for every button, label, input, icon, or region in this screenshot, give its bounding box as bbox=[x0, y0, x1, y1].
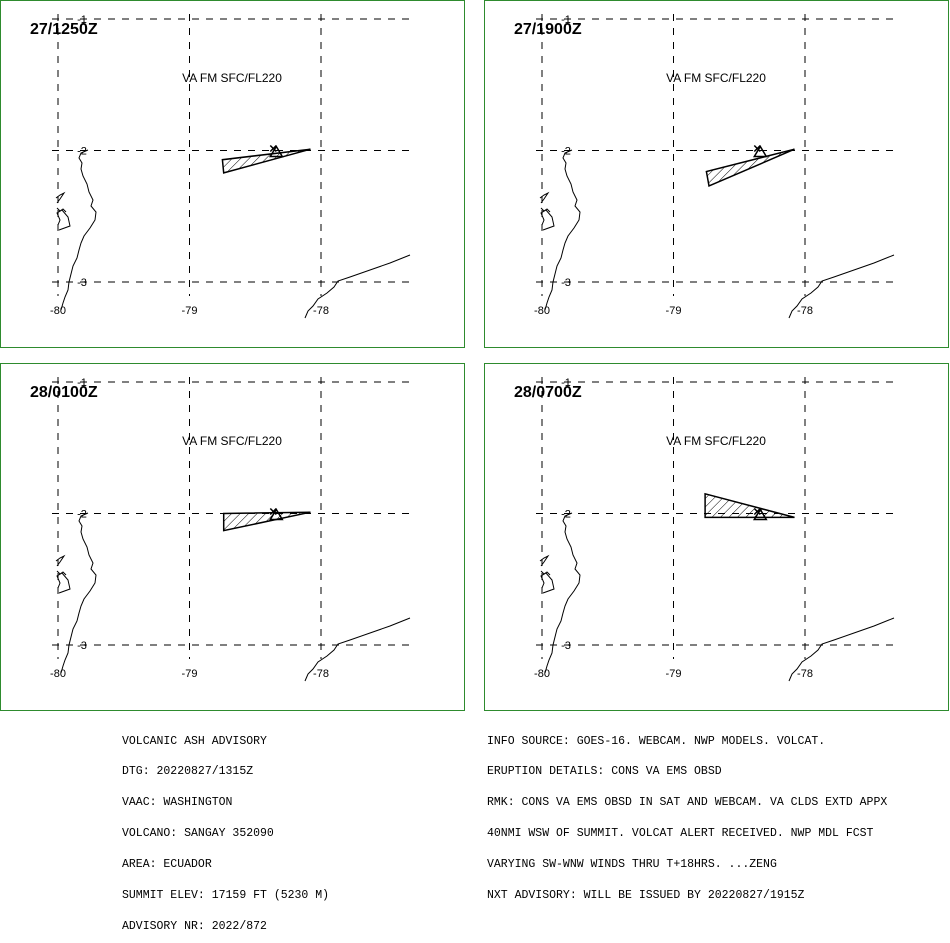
coast-feature bbox=[55, 554, 66, 567]
longitude-label: -79 bbox=[666, 305, 682, 317]
coast-feature bbox=[540, 570, 551, 576]
flight-level-label: VA FM SFC/FL220 bbox=[182, 71, 282, 85]
longitude-label: -80 bbox=[50, 668, 66, 680]
map-panel-4: -80 -79 -78 -1 -2 -3 28/0700Z VA FM SFC/FL220 bbox=[484, 363, 949, 711]
advisory-line: ERUPTION DETAILS: CONS VA EMS OBSD bbox=[487, 765, 722, 779]
latitude-label: -2 bbox=[561, 509, 571, 521]
panel-frame bbox=[0, 363, 465, 711]
longitude-label: -80 bbox=[534, 668, 550, 680]
map-svg-3: -80 -79 -78 -1 -2 -3 28/0100Z VA FM SFC/FL220 bbox=[0, 363, 465, 711]
longitude-label: -78 bbox=[313, 305, 329, 317]
valid-time-label: 27/1250Z bbox=[30, 21, 98, 38]
volcano-x-mark bbox=[753, 144, 761, 153]
map-panel-2: -80 -79 -78 -1 -2 -3 27/1900Z VA FM SFC/FL220 bbox=[484, 0, 949, 348]
map-panel-3: -80 -79 -78 -1 -2 -3 28/0100Z VA FM SFC/FL220 bbox=[0, 363, 465, 711]
map-svg-4: -80 -79 -78 -1 -2 -3 28/0700Z VA FM SFC/FL220 bbox=[484, 363, 949, 711]
valid-time-label: 27/1900Z bbox=[514, 21, 582, 38]
longitude-label: -78 bbox=[797, 305, 813, 317]
volcano-x-mark bbox=[753, 507, 761, 516]
coast-feature bbox=[539, 191, 550, 204]
latitude-label: -3 bbox=[77, 640, 87, 652]
latitude-label: -1 bbox=[77, 377, 87, 389]
latitude-label: -3 bbox=[77, 277, 87, 289]
volcano-icon bbox=[268, 145, 284, 158]
flight-level-label: VA FM SFC/FL220 bbox=[182, 434, 282, 448]
longitude-label: -78 bbox=[797, 668, 813, 680]
map-svg-2: -80 -79 -78 -1 -2 -3 27/1900Z VA FM SFC/FL220 bbox=[484, 0, 949, 348]
flight-level-label: VA FM SFC/FL220 bbox=[666, 434, 766, 448]
longitude-label: -80 bbox=[534, 305, 550, 317]
volcano-icon bbox=[752, 508, 768, 521]
latitude-label: -2 bbox=[561, 146, 571, 158]
longitude-label: -78 bbox=[313, 668, 329, 680]
latitude-label: -1 bbox=[561, 377, 571, 389]
ash-cloud-polygon bbox=[704, 492, 795, 519]
coast-feature bbox=[56, 570, 67, 576]
advisory-remarks-block: INFO SOURCE: GOES-16. WEBCAM. NWP MODELS… bbox=[487, 716, 887, 912]
longitude-label: -79 bbox=[182, 305, 198, 317]
country-border bbox=[788, 617, 895, 682]
advisory-line: ADVISORY NR: 2022/872 bbox=[122, 919, 267, 933]
latitude-label: -3 bbox=[561, 640, 571, 652]
volcano-x-mark bbox=[269, 144, 277, 153]
longitude-label: -79 bbox=[182, 668, 198, 680]
coastline bbox=[544, 149, 581, 311]
coast-feature bbox=[56, 207, 67, 213]
advisory-line: VOLCANIC ASH ADVISORY bbox=[122, 734, 267, 748]
coast-feature bbox=[539, 554, 550, 567]
map-panel-1: -80 -79 -78 -1 -2 -3 27/1250Z VA FM SFC/FL220 bbox=[0, 0, 465, 348]
advisory-line: SUMMIT ELEV: 17159 FT (5230 M) bbox=[122, 889, 330, 903]
latitude-label: -1 bbox=[77, 14, 87, 26]
advisory-header-block: VOLCANIC ASH ADVISORY DTG: 20220827/1315… bbox=[122, 716, 329, 943]
valid-time-label: 28/0100Z bbox=[30, 384, 98, 401]
coast-feature bbox=[540, 207, 551, 213]
valid-time-label: 28/0700Z bbox=[514, 384, 582, 401]
latitude-label: -2 bbox=[77, 509, 87, 521]
map-svg-1: -80 -79 -78 -1 -2 -3 27/1250Z VA FM SFC/FL220 bbox=[0, 0, 465, 348]
longitude-label: -79 bbox=[666, 668, 682, 680]
volcano-icon bbox=[752, 145, 768, 158]
advisory-line: DTG: 20220827/1315Z bbox=[122, 765, 254, 779]
advisory-line: NXT ADVISORY: WILL BE ISSUED BY 20220827… bbox=[487, 889, 805, 903]
coastline bbox=[544, 512, 581, 674]
ash-cloud-polygon bbox=[705, 148, 795, 188]
ash-cloud-polygon bbox=[221, 148, 311, 174]
country-border bbox=[788, 254, 895, 319]
coastline bbox=[60, 512, 97, 674]
volcano-icon bbox=[268, 508, 284, 521]
ash-cloud-polygon bbox=[222, 511, 311, 532]
advisory-line: VOLCANO: SANGAY 352090 bbox=[122, 827, 274, 841]
latitude-label: -3 bbox=[561, 277, 571, 289]
country-border bbox=[304, 617, 411, 682]
country-border bbox=[304, 254, 411, 319]
longitude-label: -80 bbox=[50, 305, 66, 317]
advisory-line: INFO SOURCE: GOES-16. WEBCAM. NWP MODELS… bbox=[487, 734, 826, 748]
coast-feature bbox=[55, 191, 66, 204]
advisory-line: RMK: CONS VA EMS OBSD IN SAT AND WEBCAM.… bbox=[487, 796, 888, 810]
flight-level-label: VA FM SFC/FL220 bbox=[666, 71, 766, 85]
volcano-x-mark bbox=[269, 507, 277, 516]
advisory-line: 40NMI WSW OF SUMMIT. VOLCAT ALERT RECEIV… bbox=[487, 827, 874, 841]
panel-frame bbox=[484, 363, 949, 711]
advisory-line: VAAC: WASHINGTON bbox=[122, 796, 233, 810]
advisory-line: VARYING SW-WNW WINDS THRU T+18HRS. ...ZE… bbox=[487, 858, 777, 872]
panel-frame bbox=[0, 0, 465, 348]
advisory-line: AREA: ECUADOR bbox=[122, 858, 212, 872]
latitude-label: -2 bbox=[77, 146, 87, 158]
coastline bbox=[60, 149, 97, 311]
latitude-label: -1 bbox=[561, 14, 571, 26]
